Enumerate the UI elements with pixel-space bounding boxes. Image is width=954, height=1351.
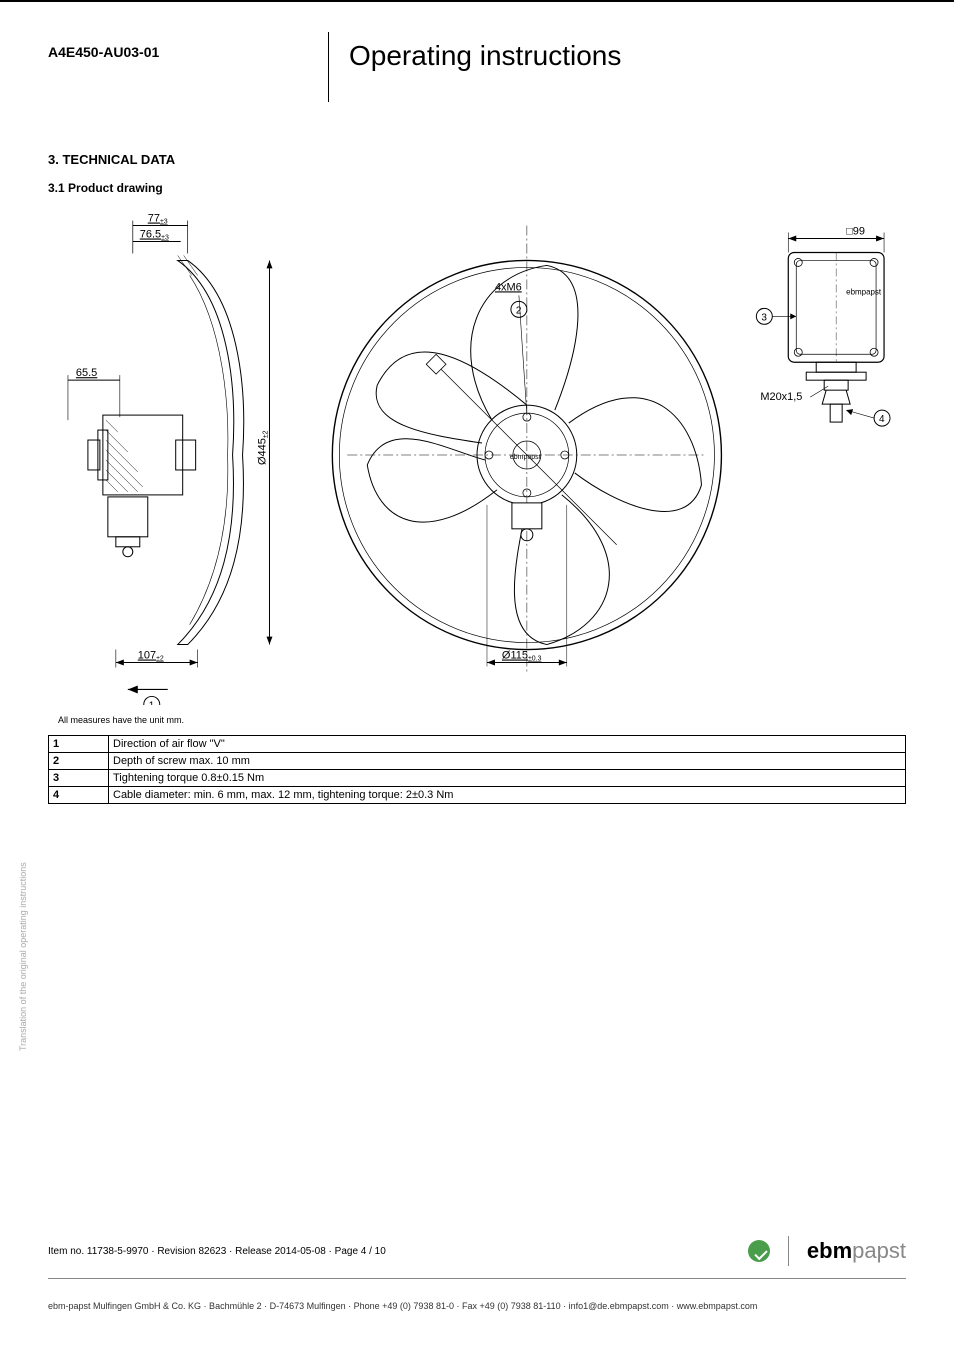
subsection-heading: 3.1 Product drawing xyxy=(48,181,906,195)
svg-text:Ø445±2: Ø445±2 xyxy=(256,430,269,465)
product-code: A4E450-AU03-01 xyxy=(48,32,328,60)
row-num: 1 xyxy=(49,736,109,753)
svg-text:107±2: 107±2 xyxy=(138,650,164,663)
row-desc: Depth of screw max. 10 mm xyxy=(109,753,906,770)
svg-text:ebmpapst: ebmpapst xyxy=(510,454,541,461)
side-rotated-text: Translation of the original operating in… xyxy=(18,862,28,1051)
svg-text:1: 1 xyxy=(149,700,155,705)
row-desc: Tightening torque 0.8±0.15 Nm xyxy=(109,770,906,787)
svg-text:76.5±3: 76.5±3 xyxy=(140,229,169,242)
logo-separator xyxy=(788,1236,789,1266)
row-num: 4 xyxy=(49,787,109,804)
svg-text:M20x1,5: M20x1,5 xyxy=(760,391,802,403)
row-desc: Cable diameter: min. 6 mm, max. 12 mm, t… xyxy=(109,787,906,804)
brand-light: papst xyxy=(852,1238,906,1263)
svg-text:4xM6: 4xM6 xyxy=(495,281,522,293)
svg-text:4: 4 xyxy=(879,414,885,425)
footer-right: ebmpapst xyxy=(748,1236,906,1266)
table-row: 4 Cable diameter: min. 6 mm, max. 12 mm,… xyxy=(49,787,906,804)
svg-text:ebmpapst: ebmpapst xyxy=(846,287,882,296)
row-desc: Direction of air flow "V" xyxy=(109,736,906,753)
brand-bold: ebm xyxy=(807,1238,852,1263)
table-row: 1 Direction of air flow "V" xyxy=(49,736,906,753)
table-row: 2 Depth of screw max. 10 mm xyxy=(49,753,906,770)
brand-logo: ebmpapst xyxy=(807,1238,906,1264)
side-view: 77±3 76.5±3 xyxy=(68,213,273,705)
main-title: Operating instructions xyxy=(349,40,906,72)
table-row: 3 Tightening torque 0.8±0.15 Nm xyxy=(49,770,906,787)
svg-text:65.5: 65.5 xyxy=(76,367,97,379)
measures-note: All measures have the unit mm. xyxy=(58,715,906,725)
svg-text:Ø115±0.3: Ø115±0.3 xyxy=(502,650,542,663)
page-footer: Item no. 11738-5-9970 · Revision 82623 ·… xyxy=(48,1236,906,1279)
title-block: Operating instructions xyxy=(328,32,906,102)
footer-item-line: Item no. 11738-5-9970 · Revision 82623 ·… xyxy=(48,1246,386,1257)
svg-text:2: 2 xyxy=(516,305,522,316)
footer-address: ebm-papst Mulfingen GmbH & Co. KG · Bach… xyxy=(48,1301,906,1311)
row-num: 2 xyxy=(49,753,109,770)
green-tech-icon xyxy=(748,1240,770,1262)
svg-text:77±3: 77±3 xyxy=(148,213,168,226)
front-view: ebmpapst xyxy=(332,226,721,675)
terminal-box-view: □99 ebmpapst xyxy=(756,226,890,427)
section-heading: 3. TECHNICAL DATA xyxy=(48,152,906,167)
page-header: A4E450-AU03-01 Operating instructions xyxy=(48,32,906,102)
row-num: 3 xyxy=(49,770,109,787)
product-drawing: 77±3 76.5±3 xyxy=(48,205,906,705)
svg-text:3: 3 xyxy=(761,312,767,323)
svg-text:□99: □99 xyxy=(846,226,865,238)
callout-table: 1 Direction of air flow "V" 2 Depth of s… xyxy=(48,735,906,804)
